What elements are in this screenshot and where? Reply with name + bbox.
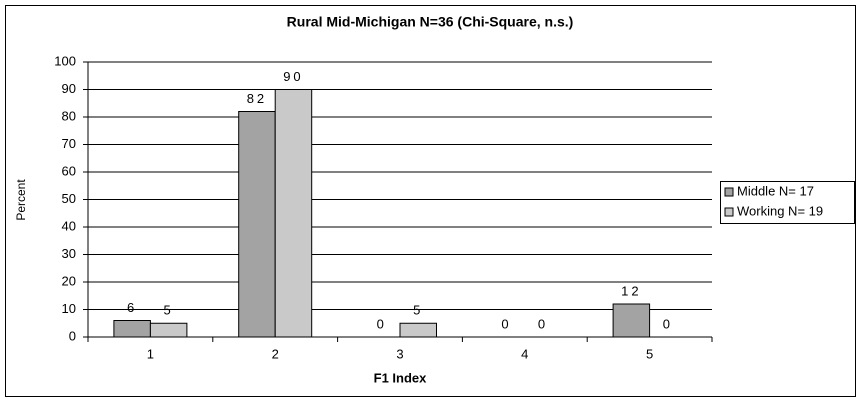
x-tick-label: 2 [272,346,279,361]
bar [274,89,313,338]
value-label: 0 [501,316,511,331]
legend-label: Middle N= 17 [737,183,814,198]
value-label: 0 [377,316,387,331]
legend-swatch [724,207,734,217]
y-tick-label: 80 [62,108,76,123]
y-tick-label: 90 [62,81,76,96]
legend-swatch [724,187,734,197]
value-label: 5 [164,303,174,318]
y-tick-label: 30 [62,246,76,261]
y-tick-label: 100 [54,53,76,68]
y-tick-label: 10 [62,301,76,316]
value-label: 12 [621,283,641,298]
bar [612,303,651,338]
value-label: 0 [538,316,548,331]
x-tick-label: 1 [147,346,154,361]
bar [238,111,276,338]
bar [399,322,437,338]
bar [149,322,188,338]
value-label: 5 [413,303,423,318]
x-tick-label: 4 [521,346,528,361]
y-tick-label: 40 [62,218,76,233]
chart-title: Rural Mid-Michigan N=36 (Chi-Square, n.s… [287,14,574,30]
y-tick-label: 50 [62,191,76,206]
x-tick-label: 5 [646,346,653,361]
legend-label: Working N= 19 [737,203,823,218]
value-label: 6 [127,300,137,315]
value-label: 82 [247,91,267,106]
y-axis-label: Percent [14,179,28,221]
x-axis-label: F1 Index [374,370,428,385]
y-tick-label: 0 [69,328,76,343]
value-label: 90 [283,69,303,84]
value-label: 0 [663,316,673,331]
y-tick-label: 60 [62,163,76,178]
x-tick-label: 3 [396,346,403,361]
legend-box [720,181,855,224]
y-tick-label: 20 [62,273,76,288]
y-tick-label: 70 [62,136,76,151]
bar [113,320,151,338]
